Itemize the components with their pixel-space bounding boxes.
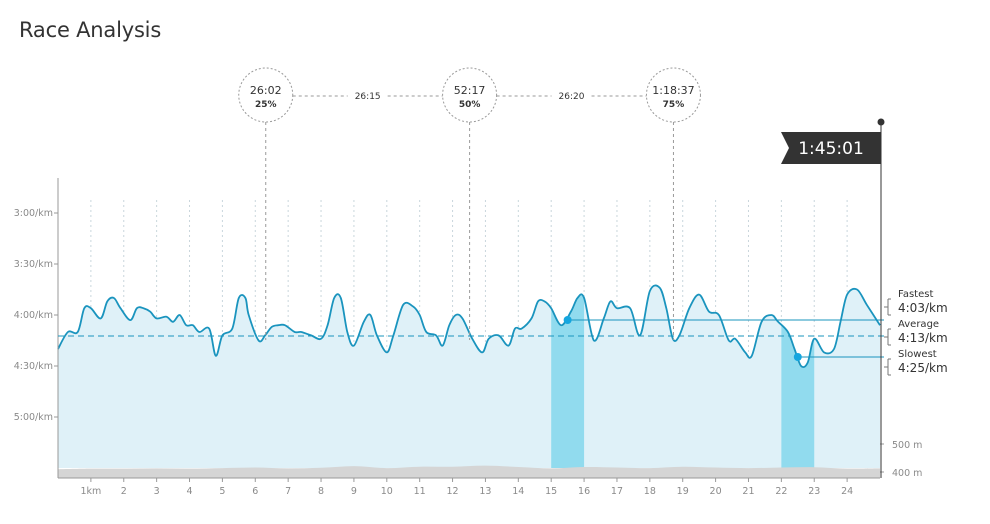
pace-line bbox=[57, 284, 881, 369]
elevation-tick-label: 400 m bbox=[892, 468, 922, 479]
x-tick-label: 5 bbox=[219, 486, 225, 497]
y-tick-label: 4:00/km bbox=[14, 310, 53, 321]
slowest-bracket bbox=[884, 358, 891, 376]
x-tick-label: 11 bbox=[414, 486, 426, 497]
fastest-bracket bbox=[884, 298, 891, 316]
highlight-range bbox=[781, 285, 815, 468]
x-tick-label: 7 bbox=[285, 486, 291, 497]
split-percent: 75% bbox=[663, 100, 685, 110]
x-tick-label: 6 bbox=[252, 486, 258, 497]
page-title: Race Analysis bbox=[19, 18, 162, 42]
x-tick-label: 9 bbox=[351, 486, 357, 497]
y-tick-label: 5:00/km bbox=[14, 412, 53, 423]
split-circle bbox=[645, 67, 701, 123]
y-tick-label: 3:30/km bbox=[14, 259, 53, 270]
x-tick-label: 24 bbox=[841, 486, 853, 497]
fastest-label: Fastest bbox=[898, 289, 933, 300]
x-tick-label: 17 bbox=[611, 486, 623, 497]
slowest-value: 4:25/km bbox=[898, 361, 948, 375]
x-tick-label: 15 bbox=[545, 486, 557, 497]
x-tick-label: 13 bbox=[479, 486, 491, 497]
pace-area bbox=[58, 285, 880, 468]
split-circle bbox=[442, 67, 498, 123]
split-time: 26:02 bbox=[250, 84, 282, 97]
x-tick-label: 10 bbox=[381, 486, 393, 497]
x-tick-label: 19 bbox=[677, 486, 689, 497]
average-bracket bbox=[884, 328, 891, 346]
x-tick-label: 4 bbox=[186, 486, 192, 497]
average-label: Average bbox=[898, 319, 939, 330]
x-tick-label: 20 bbox=[710, 486, 722, 497]
split-time: 1:18:37 bbox=[652, 84, 694, 97]
split-percent: 50% bbox=[459, 100, 481, 110]
x-tick-label: 8 bbox=[318, 486, 324, 497]
fastest-value: 4:03/km bbox=[898, 301, 948, 315]
x-tick-label: 21 bbox=[742, 486, 754, 497]
split-circle bbox=[238, 67, 294, 123]
x-tick-label: 23 bbox=[808, 486, 820, 497]
x-tick-label: 16 bbox=[578, 486, 590, 497]
x-tick-label: 14 bbox=[512, 486, 524, 497]
highlight-range bbox=[551, 285, 585, 468]
average-value: 4:13/km bbox=[898, 331, 948, 345]
slowest-label: Slowest bbox=[898, 349, 937, 360]
finish-pole-knob bbox=[877, 118, 885, 126]
x-tick-label: 2 bbox=[121, 486, 127, 497]
fastest-marker bbox=[563, 316, 572, 324]
split-time: 52:17 bbox=[454, 84, 486, 97]
x-tick-label: 3 bbox=[154, 486, 160, 497]
slowest-marker bbox=[793, 353, 802, 361]
x-tick-label: 12 bbox=[447, 486, 459, 497]
split-gap-label: 26:15 bbox=[355, 92, 381, 102]
elevation-tick-label: 500 m bbox=[892, 440, 922, 451]
finish-time: 1:45:01 bbox=[798, 139, 864, 159]
x-tick-label: 22 bbox=[775, 486, 787, 497]
y-tick-label: 3:00/km bbox=[14, 208, 53, 219]
elevation-area bbox=[58, 465, 880, 478]
finish-flag bbox=[781, 132, 881, 164]
x-tick-label: 18 bbox=[644, 486, 656, 497]
split-gap-label: 26:20 bbox=[559, 92, 585, 102]
x-tick-label: 1km bbox=[80, 486, 101, 497]
split-percent: 25% bbox=[255, 100, 277, 110]
y-tick-label: 4:30/km bbox=[14, 361, 53, 372]
